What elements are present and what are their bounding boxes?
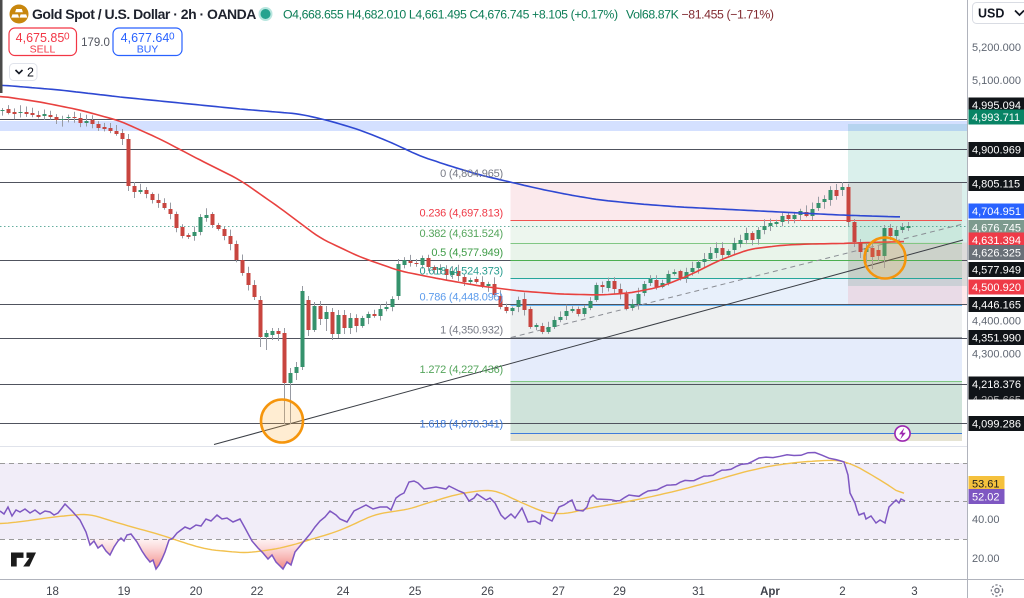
svg-text:O4,668.655 H4,682.010 L4,661.4: O4,668.655 H4,682.010 L4,661.495 C4,676.… — [283, 8, 618, 22]
svg-text:4,446.165: 4,446.165 — [972, 300, 1021, 312]
svg-text:0.382 (4,631.524): 0.382 (4,631.524) — [420, 228, 503, 240]
svg-text:4,300.000: 4,300.000 — [972, 349, 1021, 361]
svg-text:Apr: Apr — [760, 586, 780, 598]
svg-text:4,400.000: 4,400.000 — [972, 316, 1021, 328]
svg-text:4,099.286: 4,099.286 — [972, 419, 1021, 431]
svg-text:53.61: 53.61 — [972, 479, 1000, 491]
svg-text:4,900.969: 4,900.969 — [972, 145, 1021, 157]
svg-text:179.0: 179.0 — [81, 37, 110, 49]
svg-text:18: 18 — [46, 586, 59, 598]
svg-text:2: 2 — [839, 586, 845, 598]
svg-text:4,626.325: 4,626.325 — [972, 248, 1021, 260]
svg-text:1 (4,350.932): 1 (4,350.932) — [440, 325, 503, 337]
svg-text:0 (4,804.965): 0 (4,804.965) — [440, 168, 503, 180]
svg-text:Vol68.87K −81.455 (−1.71%): Vol68.87K −81.455 (−1.71%) — [626, 8, 774, 22]
svg-text:4,205.665: 4,205.665 — [972, 395, 1021, 407]
svg-text:0.786 (4,448.095): 0.786 (4,448.095) — [420, 292, 503, 304]
svg-text:52.02: 52.02 — [972, 492, 1000, 504]
svg-text:4,351.990: 4,351.990 — [972, 333, 1021, 345]
svg-text:4,677.64: 4,677.64 — [121, 31, 170, 45]
svg-text:4,676.745: 4,676.745 — [972, 223, 1021, 235]
svg-text:0: 0 — [64, 32, 70, 43]
svg-text:1.272 (4,227.436): 1.272 (4,227.436) — [420, 364, 503, 376]
svg-text:4,631.394: 4,631.394 — [972, 235, 1021, 247]
svg-text:5,100.000: 5,100.000 — [972, 75, 1021, 87]
svg-text:4,805.115: 4,805.115 — [972, 179, 1020, 191]
svg-text:BUY: BUY — [137, 44, 159, 56]
svg-text:40.00: 40.00 — [972, 514, 1000, 526]
svg-text:31: 31 — [692, 586, 705, 598]
svg-text:19: 19 — [118, 586, 131, 598]
svg-text:27: 27 — [552, 586, 565, 598]
svg-text:20: 20 — [190, 586, 203, 598]
svg-text:4,993.711: 4,993.711 — [972, 112, 1020, 124]
svg-text:4,675.85: 4,675.85 — [16, 31, 65, 45]
svg-text:4,500.920: 4,500.920 — [972, 282, 1021, 294]
svg-text:22: 22 — [251, 586, 264, 598]
svg-text:26: 26 — [481, 586, 494, 598]
svg-text:20.00: 20.00 — [972, 553, 1000, 565]
svg-text:USD: USD — [978, 7, 1004, 21]
svg-text:2: 2 — [27, 66, 34, 80]
svg-text:4,577.949: 4,577.949 — [972, 265, 1021, 277]
svg-text:4,995.094: 4,995.094 — [972, 100, 1021, 112]
svg-text:29: 29 — [613, 586, 626, 598]
svg-text:0: 0 — [169, 32, 175, 43]
svg-text:0.5 (4,577.949): 0.5 (4,577.949) — [431, 247, 503, 259]
svg-text:25: 25 — [409, 586, 422, 598]
svg-text:SELL: SELL — [30, 44, 56, 56]
svg-text:0.618 (4,524.373): 0.618 (4,524.373) — [420, 266, 503, 278]
svg-text:1.618 (4,070.341): 1.618 (4,070.341) — [420, 419, 503, 431]
svg-text:4,218.376: 4,218.376 — [972, 379, 1021, 391]
svg-text:4,704.951: 4,704.951 — [972, 206, 1021, 218]
svg-text:0.236 (4,697.813): 0.236 (4,697.813) — [420, 208, 503, 220]
svg-text:5,200.000: 5,200.000 — [972, 42, 1021, 54]
svg-text:3: 3 — [911, 586, 917, 598]
svg-text:Gold Spot / U.S. Dollar · 2h ·: Gold Spot / U.S. Dollar · 2h · OANDA — [32, 6, 256, 22]
svg-text:24: 24 — [337, 586, 350, 598]
